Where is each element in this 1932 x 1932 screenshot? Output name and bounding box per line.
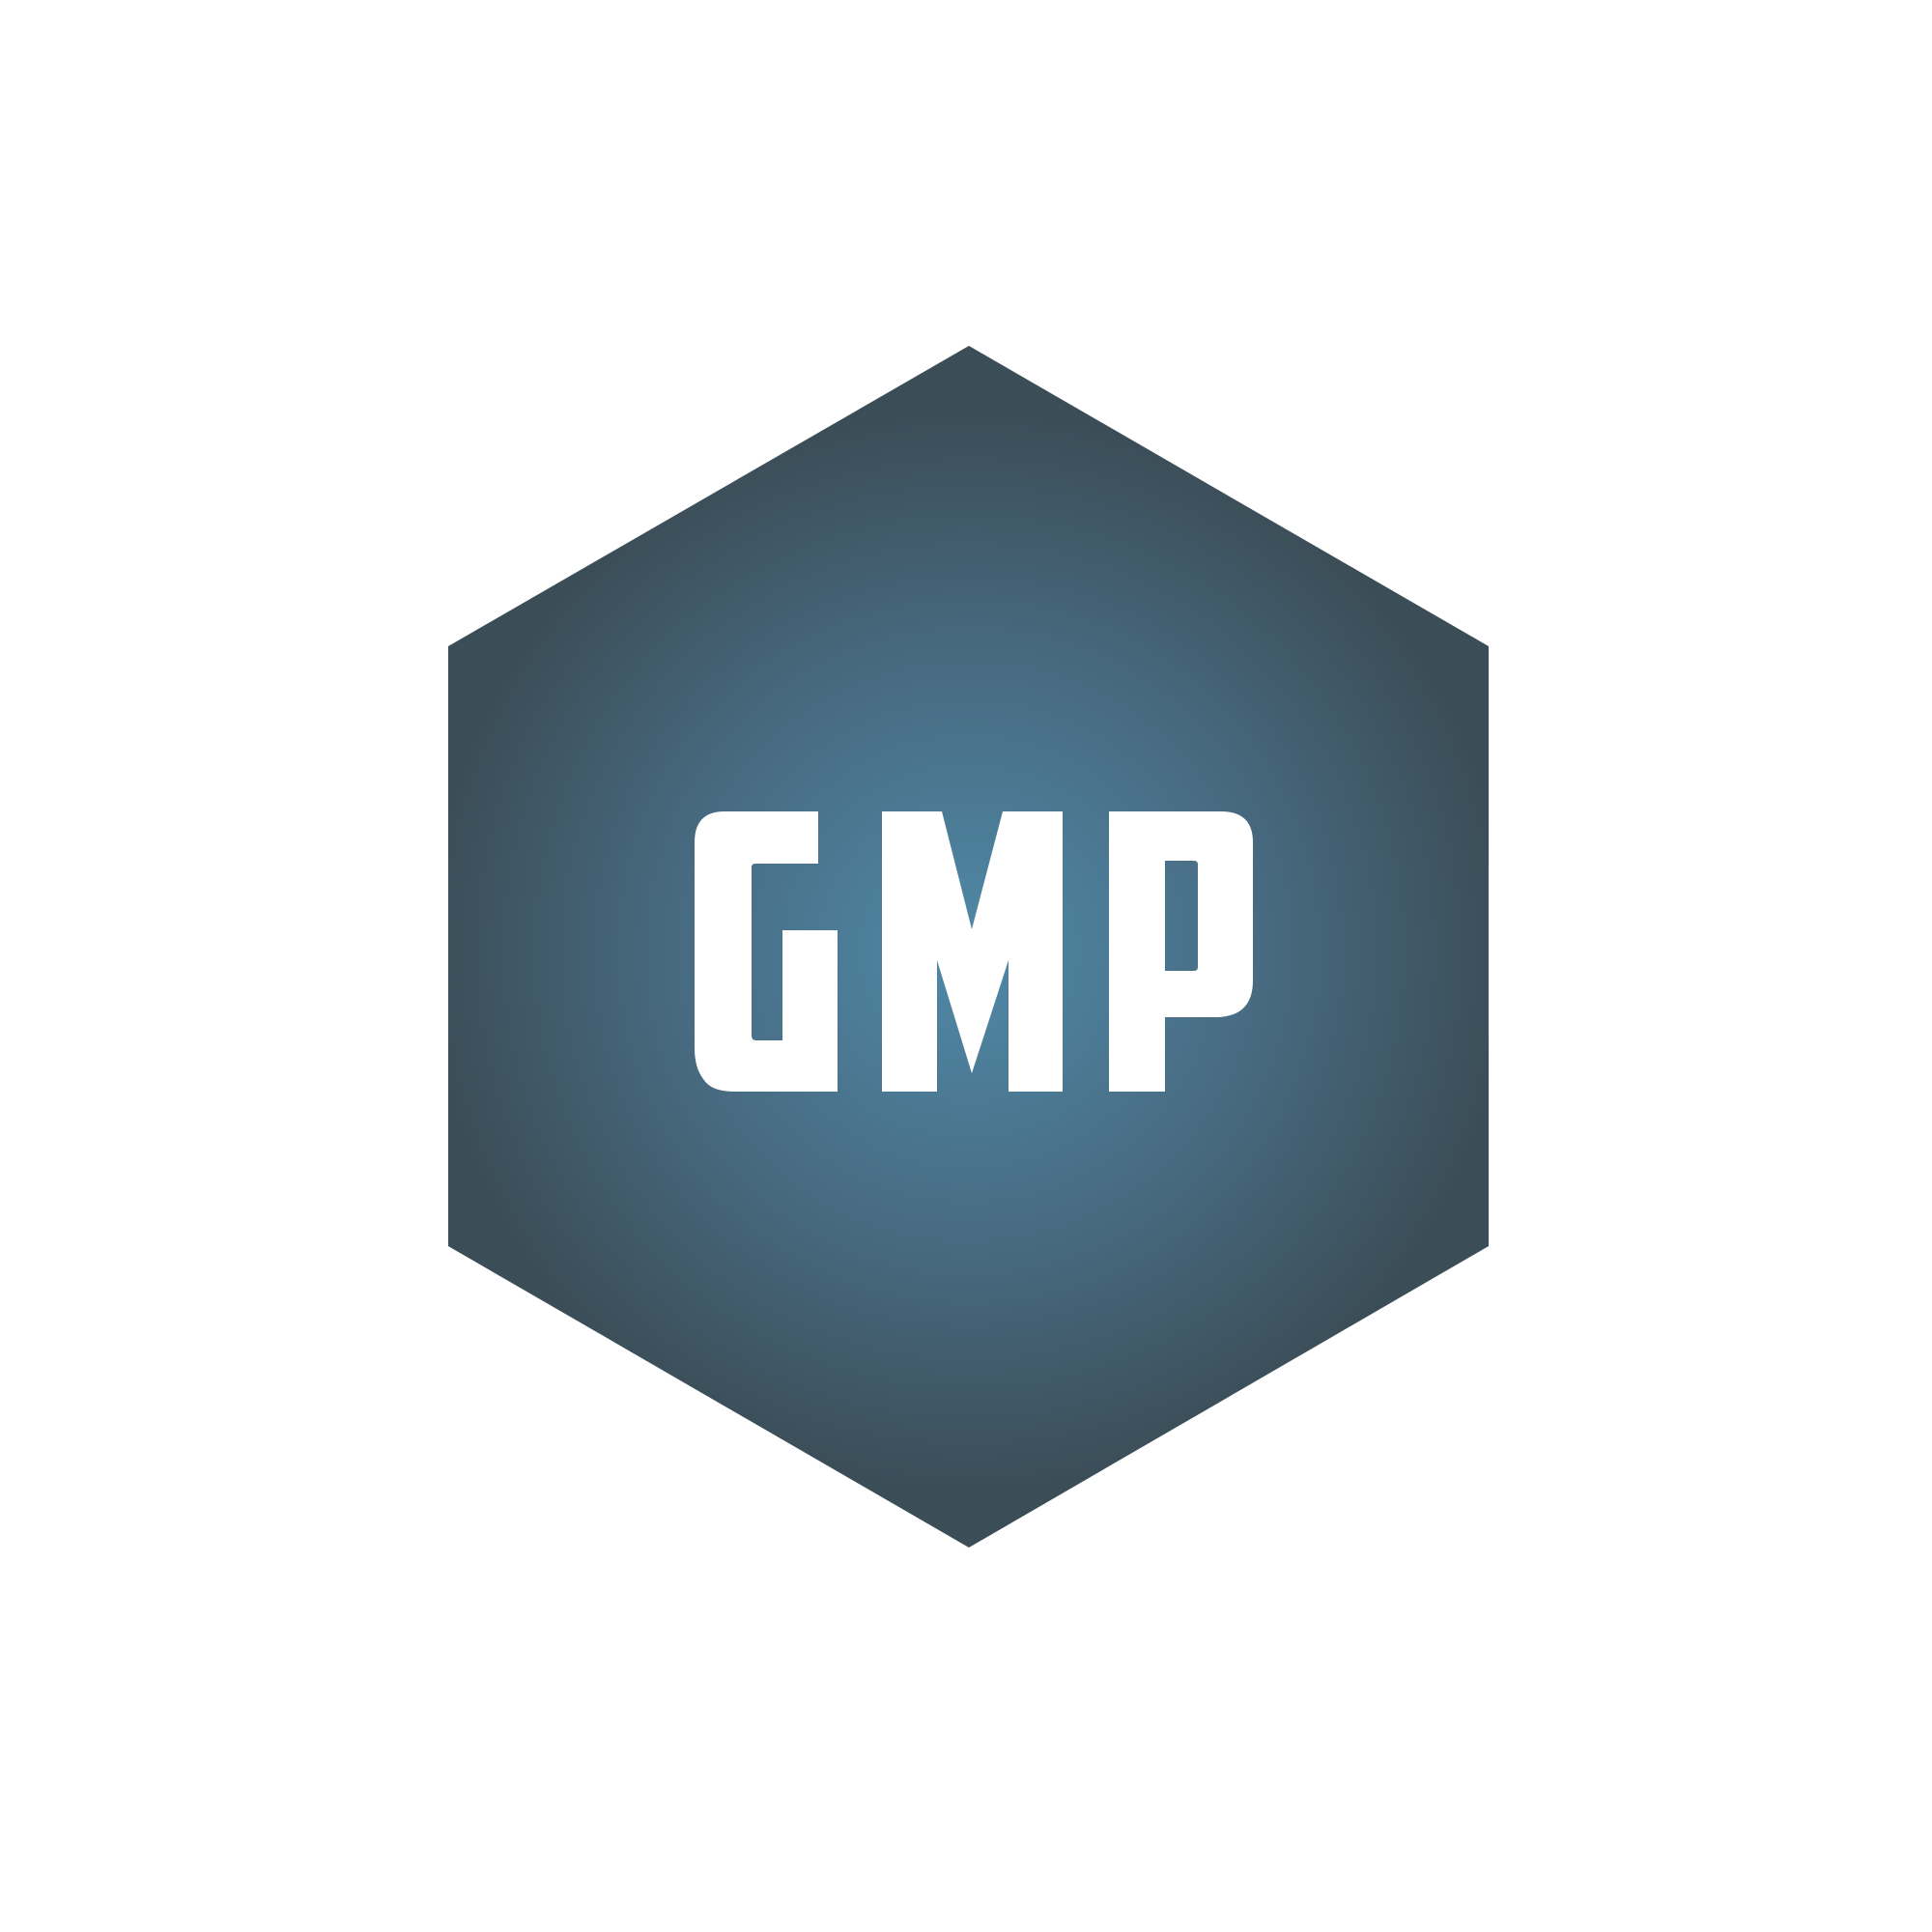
letter-g [695, 811, 838, 1092]
letter-p [1109, 811, 1253, 1092]
logo-lettering [695, 811, 1253, 1092]
letter-m [882, 811, 1063, 1092]
